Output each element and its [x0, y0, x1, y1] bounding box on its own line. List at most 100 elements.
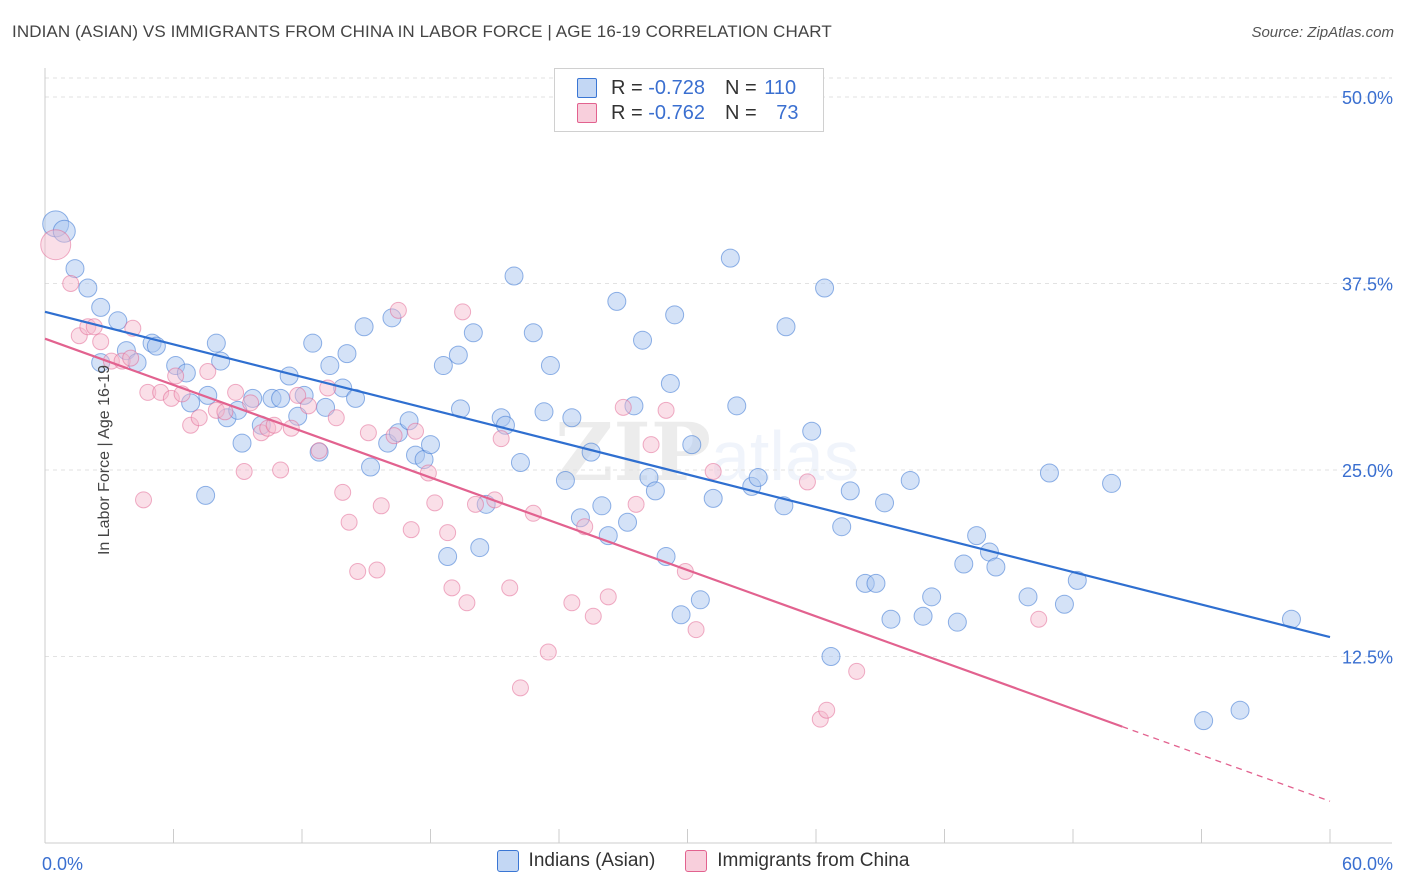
- point-indians-asian: [271, 388, 291, 408]
- bottom-legend: Indians (Asian) Immigrants from China: [0, 850, 1406, 872]
- point-indians-asian: [176, 363, 196, 383]
- point-immigrants-china: [242, 394, 260, 412]
- point-immigrants-china: [501, 579, 519, 597]
- x-tick-label-min: 0.0%: [42, 854, 83, 874]
- point-indians-asian: [954, 554, 974, 574]
- legend-n-value: 73: [776, 101, 799, 124]
- point-immigrants-china: [139, 383, 157, 401]
- legend-n-value: 110: [764, 76, 797, 99]
- point-indians-asian: [91, 297, 111, 317]
- bottom-legend-indians: Indians (Asian): [496, 850, 656, 872]
- y-axis-label: In Labor Force | Age 16-19: [96, 364, 114, 556]
- point-indians-asian: [232, 433, 252, 453]
- point-immigrants-china: [235, 462, 253, 480]
- point-indians-asian: [875, 493, 895, 513]
- axes: [44, 68, 1392, 844]
- point-immigrants-china: [458, 594, 476, 612]
- point-indians-asian: [624, 396, 644, 416]
- bottom-legend-label: Indians (Asian): [528, 850, 656, 871]
- point-indians-asian: [840, 481, 860, 501]
- point-immigrants-china: [687, 621, 705, 639]
- source-label: Source: ZipAtlas.com: [1251, 24, 1394, 41]
- point-immigrants-china: [614, 398, 632, 416]
- legend-row-indians: R = -0.728 N = 110: [577, 76, 796, 100]
- point-indians-asian: [802, 421, 822, 441]
- y-tick-label: 12.5%: [1342, 648, 1393, 668]
- grid-lines: [45, 77, 1392, 657]
- tick-labels: 12.5% 25.0% 37.5% 50.0% 0.0% 60.0%: [42, 88, 1393, 874]
- point-immigrants-china: [310, 442, 328, 460]
- point-immigrants-china: [492, 430, 510, 448]
- point-indians-asian: [116, 341, 136, 361]
- point-indians-asian: [720, 248, 740, 268]
- point-immigrants-china: [207, 401, 225, 419]
- point-immigrants-china: [289, 386, 307, 404]
- point-immigrants-china: [135, 491, 153, 509]
- point-immigrants-china: [182, 416, 200, 434]
- point-indians-asian: [967, 526, 987, 546]
- point-indians-asian: [682, 435, 702, 455]
- point-indians-asian: [320, 356, 340, 376]
- legend-n-label: N =: [724, 101, 763, 124]
- point-immigrants-china: [524, 504, 542, 522]
- point-indians-asian: [922, 587, 942, 607]
- point-immigrants-china: [1030, 610, 1048, 628]
- point-immigrants-china: [563, 594, 581, 612]
- point-immigrants-china: [818, 701, 836, 719]
- point-immigrants-china: [372, 497, 390, 515]
- point-indians-asian: [570, 508, 590, 528]
- point-indians-asian: [727, 396, 747, 416]
- point-indians-asian: [463, 323, 483, 343]
- point-immigrants-china: [167, 367, 185, 385]
- point-indians-asian: [690, 590, 710, 610]
- point-indians-asian: [947, 612, 967, 632]
- point-immigrants-china: [359, 424, 377, 442]
- point-immigrants-china: [402, 521, 420, 539]
- chart-title: INDIAN (ASIAN) VS IMMIGRANTS FROM CHINA …: [12, 22, 832, 41]
- point-indians-asian: [592, 496, 612, 516]
- point-indians-asian: [534, 402, 554, 422]
- legend-n-label: N =: [724, 76, 763, 99]
- point-indians-asian: [645, 481, 665, 501]
- point-indians-asian: [1102, 473, 1122, 493]
- point-indians-asian: [866, 573, 886, 593]
- point-indians-asian: [562, 408, 582, 428]
- point-indians-asian: [821, 647, 841, 666]
- watermark-atlas: atlas: [710, 417, 859, 495]
- watermark-zip: ZIP: [555, 405, 711, 499]
- point-indians-asian: [540, 356, 560, 376]
- point-indians-asian: [1194, 711, 1214, 731]
- point-immigrants-china: [426, 494, 444, 512]
- point-indians-asian: [433, 356, 453, 376]
- point-immigrants-china: [657, 401, 675, 419]
- bottom-legend-label: Immigrants from China: [717, 850, 910, 871]
- point-indians-asian: [1054, 594, 1074, 614]
- point-immigrants-china: [199, 363, 217, 381]
- y-tick-label: 50.0%: [1342, 88, 1393, 108]
- bottom-legend-swatch-pink: [685, 850, 708, 872]
- legend-r-value: -0.728: [648, 76, 705, 99]
- trend-lines: [44, 310, 1331, 802]
- bottom-legend-china: Immigrants from China: [685, 850, 909, 872]
- point-immigrants-china: [848, 662, 866, 680]
- point-indians-asian: [354, 317, 374, 337]
- point-immigrants-china: [349, 562, 367, 580]
- point-immigrants-china: [40, 229, 72, 261]
- point-indians-asian: [607, 291, 627, 311]
- point-indians-asian: [618, 512, 638, 532]
- point-indians-asian: [1039, 463, 1059, 483]
- point-indians-asian: [52, 219, 76, 243]
- point-immigrants-china: [122, 349, 140, 367]
- point-immigrants-china: [385, 427, 403, 445]
- point-indians-asian: [448, 345, 468, 365]
- point-immigrants-china: [152, 383, 170, 401]
- point-indians-asian: [913, 606, 933, 626]
- point-immigrants-china: [190, 409, 208, 427]
- legend-r-label: R =: [611, 101, 649, 124]
- point-immigrants-china: [704, 462, 722, 480]
- trend-line-immigrants-china-extension: [1122, 726, 1331, 802]
- point-indians-asian: [633, 330, 653, 350]
- trend-line-immigrants-china: [44, 337, 1123, 728]
- point-indians-asian: [776, 317, 796, 337]
- point-indians-asian: [361, 457, 381, 477]
